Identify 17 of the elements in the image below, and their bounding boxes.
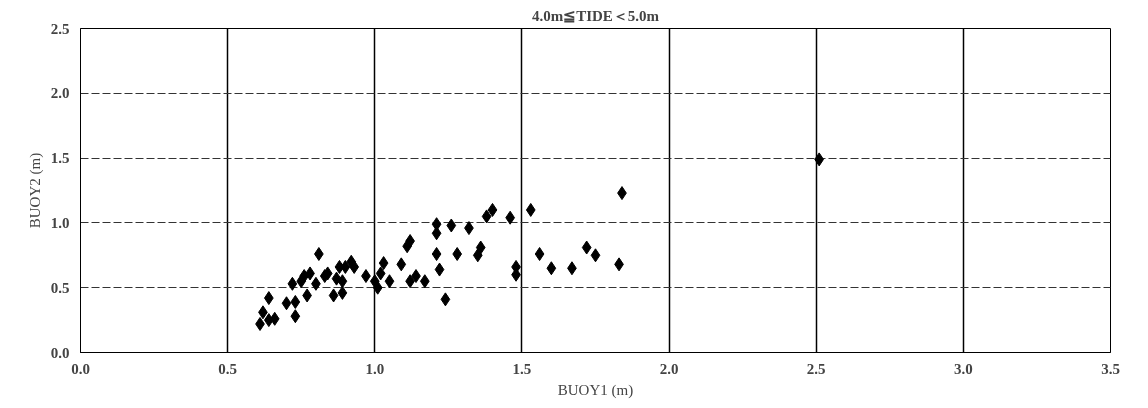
x-tick-label: 1.0 — [365, 360, 385, 377]
y-tick-label: 2.5 — [50, 20, 70, 37]
y-axis-title: BUOY2 (m) — [26, 152, 44, 229]
chart-title: 4.0m≦TIDE＜5.0m — [531, 7, 660, 24]
x-tick-label: 3.5 — [1101, 360, 1120, 377]
x-tick-label: 2.5 — [806, 360, 826, 377]
x-axis-title: BUOY1 (m) — [557, 381, 634, 399]
x-tick-label: 2.0 — [659, 360, 679, 377]
x-tick-label: 0.5 — [218, 360, 238, 377]
x-tick-label: 0.0 — [71, 360, 90, 377]
x-tick-label: 3.0 — [953, 360, 973, 377]
y-tick-label: 1.0 — [50, 214, 70, 231]
y-tick-label: 1.5 — [50, 150, 70, 167]
y-tick-label: 0.5 — [50, 279, 70, 296]
x-tick-label: 1.5 — [512, 360, 532, 377]
y-tick-label: 0.0 — [50, 344, 70, 361]
y-tick-label: 2.0 — [50, 85, 70, 102]
